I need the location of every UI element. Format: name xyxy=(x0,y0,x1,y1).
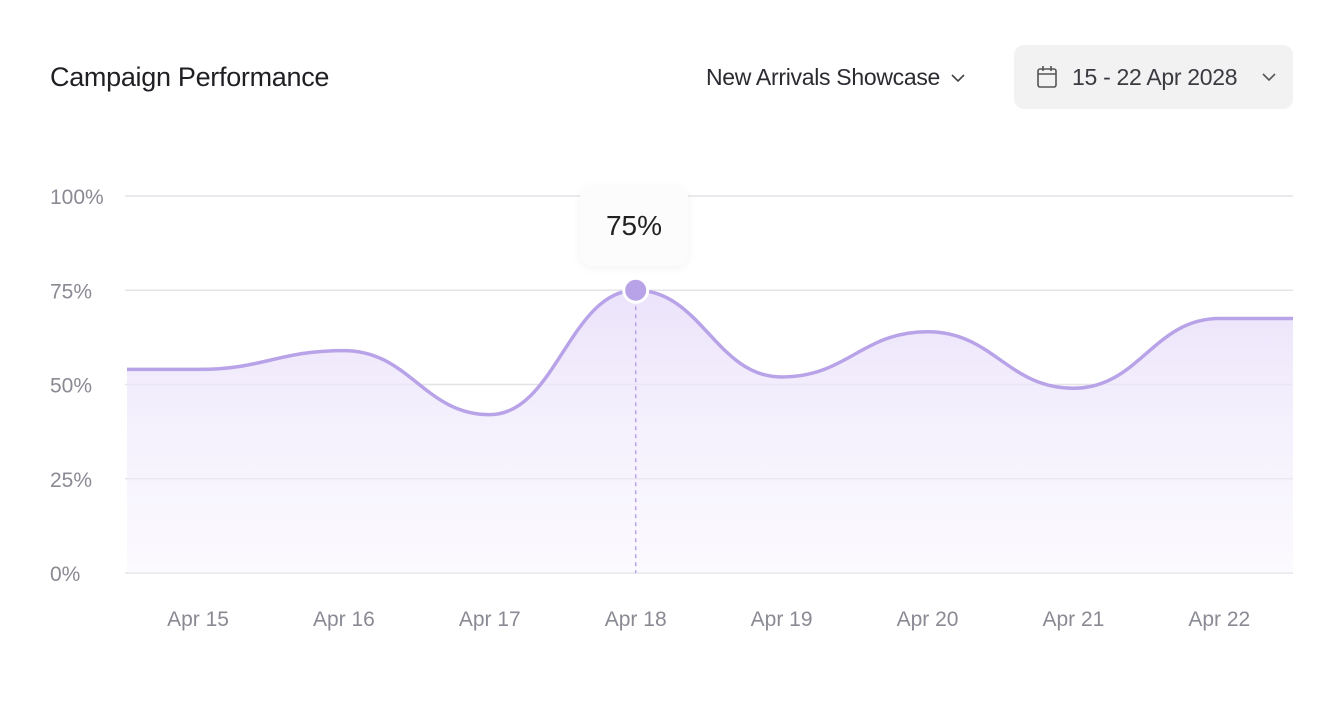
y-tick-label: 50% xyxy=(50,375,92,398)
x-tick-label: Apr 22 xyxy=(1188,608,1250,631)
campaign-select-value: New Arrivals Showcase xyxy=(706,64,941,90)
x-tick-label: Apr 15 xyxy=(167,608,229,631)
y-tick-label: 75% xyxy=(50,280,92,303)
chevron-down-icon xyxy=(951,73,965,82)
highlight-point xyxy=(622,276,650,304)
date-range-picker[interactable]: 15 - 22 Apr 2028 xyxy=(1014,45,1293,109)
x-tick-label: Apr 19 xyxy=(751,608,813,631)
calendar-icon xyxy=(1037,66,1057,88)
x-tick-label: Apr 18 xyxy=(605,608,667,631)
y-tick-label: 100% xyxy=(50,186,104,209)
x-tick-label: Apr 17 xyxy=(459,608,521,631)
campaign-select[interactable]: New Arrivals Showcase xyxy=(706,64,966,91)
tooltip-value: 75% xyxy=(605,210,663,241)
y-tick-label: 0% xyxy=(50,563,80,586)
series-line xyxy=(126,288,1294,417)
x-tick-label: Apr 21 xyxy=(1042,608,1104,631)
value-tooltip: 75% xyxy=(580,186,688,266)
chevron-down-icon xyxy=(1262,73,1276,82)
x-tick-label: Apr 20 xyxy=(897,608,959,631)
page-title: Campaign Performance xyxy=(50,62,330,92)
date-range-value: 15 - 22 Apr 2028 xyxy=(1072,63,1238,90)
y-tick-label: 25% xyxy=(50,469,92,492)
x-tick-label: Apr 16 xyxy=(313,608,375,631)
